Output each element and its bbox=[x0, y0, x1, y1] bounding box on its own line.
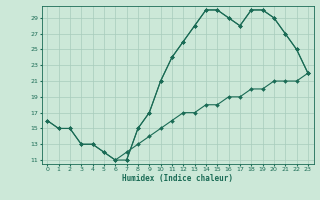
X-axis label: Humidex (Indice chaleur): Humidex (Indice chaleur) bbox=[122, 174, 233, 183]
